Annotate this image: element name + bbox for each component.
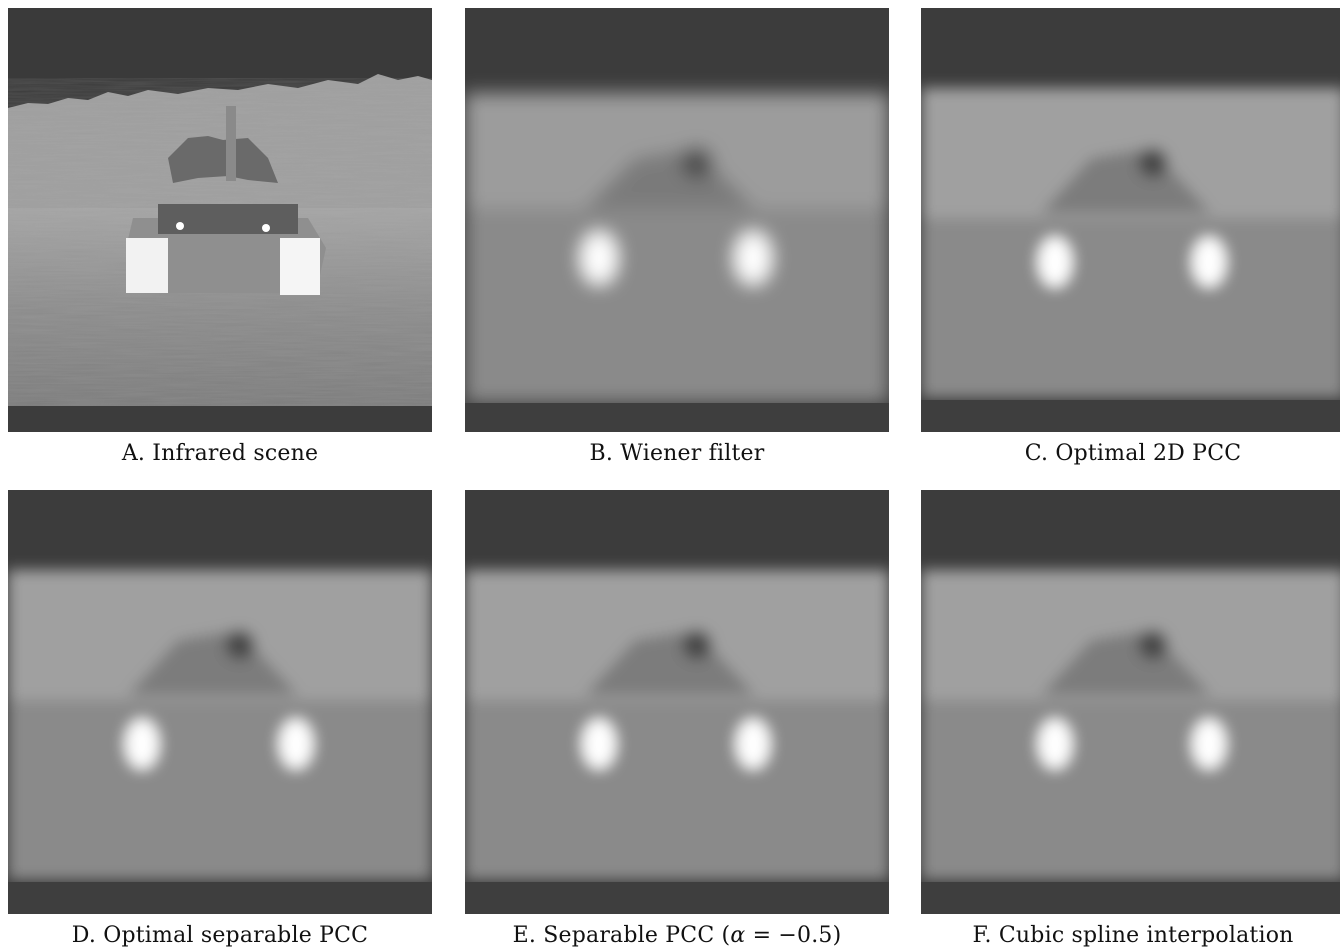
separable-pcc-alpha-image: [465, 490, 889, 914]
caption-f: F. Cubic spline interpolation: [972, 923, 1294, 948]
caption-e: E. Separable PCC (α = −0.5): [465, 923, 889, 948]
cubic-spline-image: [921, 490, 1340, 914]
image-panel-d: [8, 490, 432, 914]
optimal-separable-pcc-image: [8, 490, 432, 914]
wiener-filter-image: [465, 8, 889, 432]
caption-e-alpha: α: [730, 923, 746, 948]
image-panel-a: [8, 8, 432, 432]
caption-c: C. Optimal 2D PCC: [1024, 441, 1242, 466]
caption-a: A. Infrared scene: [121, 441, 319, 466]
image-panel-c: [921, 8, 1340, 432]
caption-d: D. Optimal separable PCC: [71, 923, 369, 948]
image-panel-e: [465, 490, 889, 914]
optimal-2d-pcc-image: [921, 8, 1340, 432]
image-panel-f: [921, 490, 1340, 914]
caption-e-prefix: E. Separable PCC (: [512, 923, 731, 948]
infrared-scene-image: [8, 8, 432, 432]
image-panel-b: [465, 8, 889, 432]
caption-e-suffix: = −0.5): [745, 923, 842, 948]
caption-b: B. Wiener filter: [589, 441, 765, 466]
